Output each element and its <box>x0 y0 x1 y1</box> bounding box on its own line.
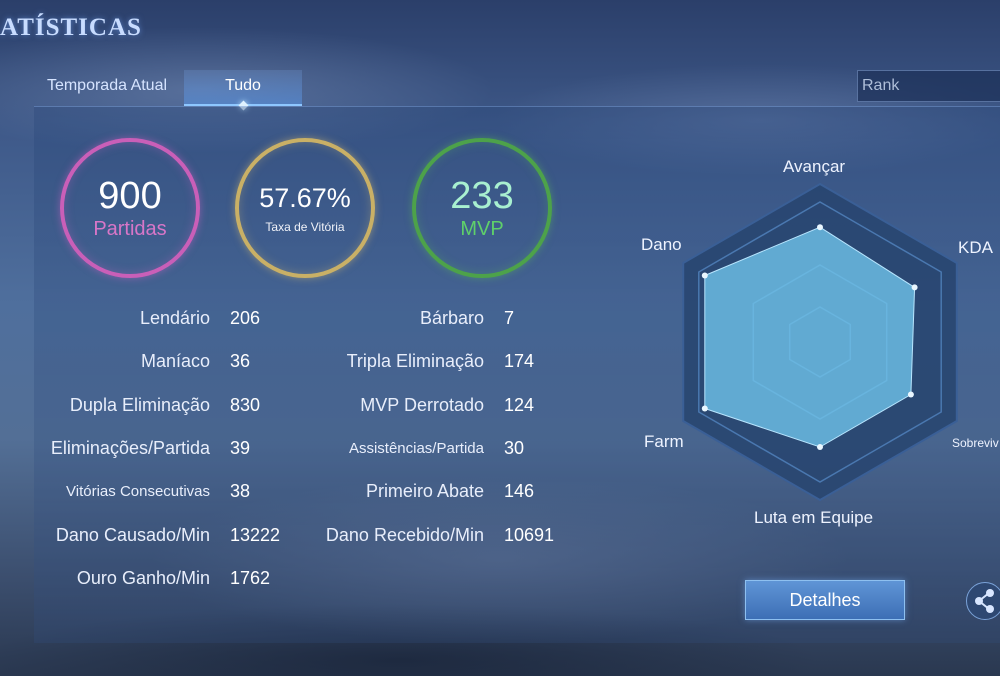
radar-value-point <box>911 284 918 291</box>
stat-value-triple-kill: 174 <box>504 351 535 371</box>
stat-value-mvp-defeated: 124 <box>504 395 535 415</box>
tab-bar: Temporada Atual Tudo <box>30 70 302 111</box>
stat-value-maniac: 36 <box>230 351 251 371</box>
performance-radar-chart <box>682 182 958 502</box>
radar-axis-label-push: Avançar <box>783 157 846 176</box>
stat-label-triple-kill: Tripla Eliminação <box>346 351 484 371</box>
radar-axis-label-kda: KDA <box>958 238 993 257</box>
radar-value-point <box>817 444 823 450</box>
radar-axis-label-survival: Sobreviv <box>952 436 999 450</box>
stat-value-gold-per-min: 1762 <box>230 568 271 588</box>
radar-value-point <box>701 405 708 412</box>
stat-label-double-kill: Dupla Eliminação <box>69 395 210 415</box>
stat-value-kills-per-match: 39 <box>230 438 251 458</box>
stat-value-legendary: 206 <box>230 308 261 328</box>
stat-value-savage: 7 <box>504 308 515 328</box>
stat-value-assists-per-match: 30 <box>504 438 525 458</box>
stat-label-maniac: Maníaco <box>140 351 210 371</box>
win-rate-label: Taxa de Vitória <box>265 220 345 234</box>
stat-label-first-blood: Primeiro Abate <box>365 481 484 501</box>
radar-value-point <box>701 272 708 279</box>
stat-value-double-kill: 830 <box>230 395 261 415</box>
win-rate-value: 57.67% <box>259 183 351 213</box>
stat-label-legendary: Lendário <box>139 308 210 328</box>
share-icon <box>975 589 994 613</box>
win-rate-circle: 57.67% Taxa de Vitória <box>235 138 375 278</box>
stat-label-win-streak: Vitórias Consecutivas <box>66 483 210 500</box>
page-title: ATÍSTICAS <box>0 14 142 41</box>
rank-search-input[interactable] <box>857 70 1000 102</box>
mvp-circle: 233 MVP <box>412 138 552 278</box>
mvp-label: MVP <box>460 217 504 240</box>
stat-label-kills-per-match: Eliminações/Partida <box>50 438 210 458</box>
tab-all-label: Tudo <box>225 77 261 94</box>
stat-value-damage-taken: 10691 <box>504 525 555 545</box>
matches-circle: 900 Partidas <box>60 138 200 278</box>
stat-value-first-blood: 146 <box>504 481 535 501</box>
stat-label-mvp-defeated: MVP Derrotado <box>360 395 484 415</box>
share-button[interactable] <box>966 582 1000 620</box>
radar-axis-label-damage: Dano <box>641 235 682 254</box>
radar-axis-label-farm: Farm <box>644 432 684 451</box>
stat-value-win-streak: 38 <box>230 481 251 501</box>
radar-value-point <box>907 391 914 398</box>
tab-all[interactable]: Tudo <box>184 70 302 111</box>
stat-label-savage: Bárbaro <box>419 308 484 328</box>
stat-label-damage-taken: Dano Recebido/Min <box>325 525 484 545</box>
mvp-value: 233 <box>450 174 514 217</box>
radar-axis-label-teamfight: Luta em Equipe <box>754 508 874 527</box>
matches-value: 900 <box>98 174 162 217</box>
radar-value-point <box>817 224 823 231</box>
stat-label-gold-per-min: Ouro Ganho/Min <box>76 568 210 588</box>
matches-label: Partidas <box>93 217 167 240</box>
stat-label-damage-dealt: Dano Causado/Min <box>55 525 210 545</box>
details-button[interactable]: Detalhes <box>745 580 905 620</box>
tab-current-season[interactable]: Temporada Atual <box>46 77 168 94</box>
stat-label-assists-per-match: Assistências/Partida <box>348 440 484 457</box>
stat-value-damage-dealt: 13222 <box>230 525 281 545</box>
radar-grid-ring <box>698 201 942 483</box>
